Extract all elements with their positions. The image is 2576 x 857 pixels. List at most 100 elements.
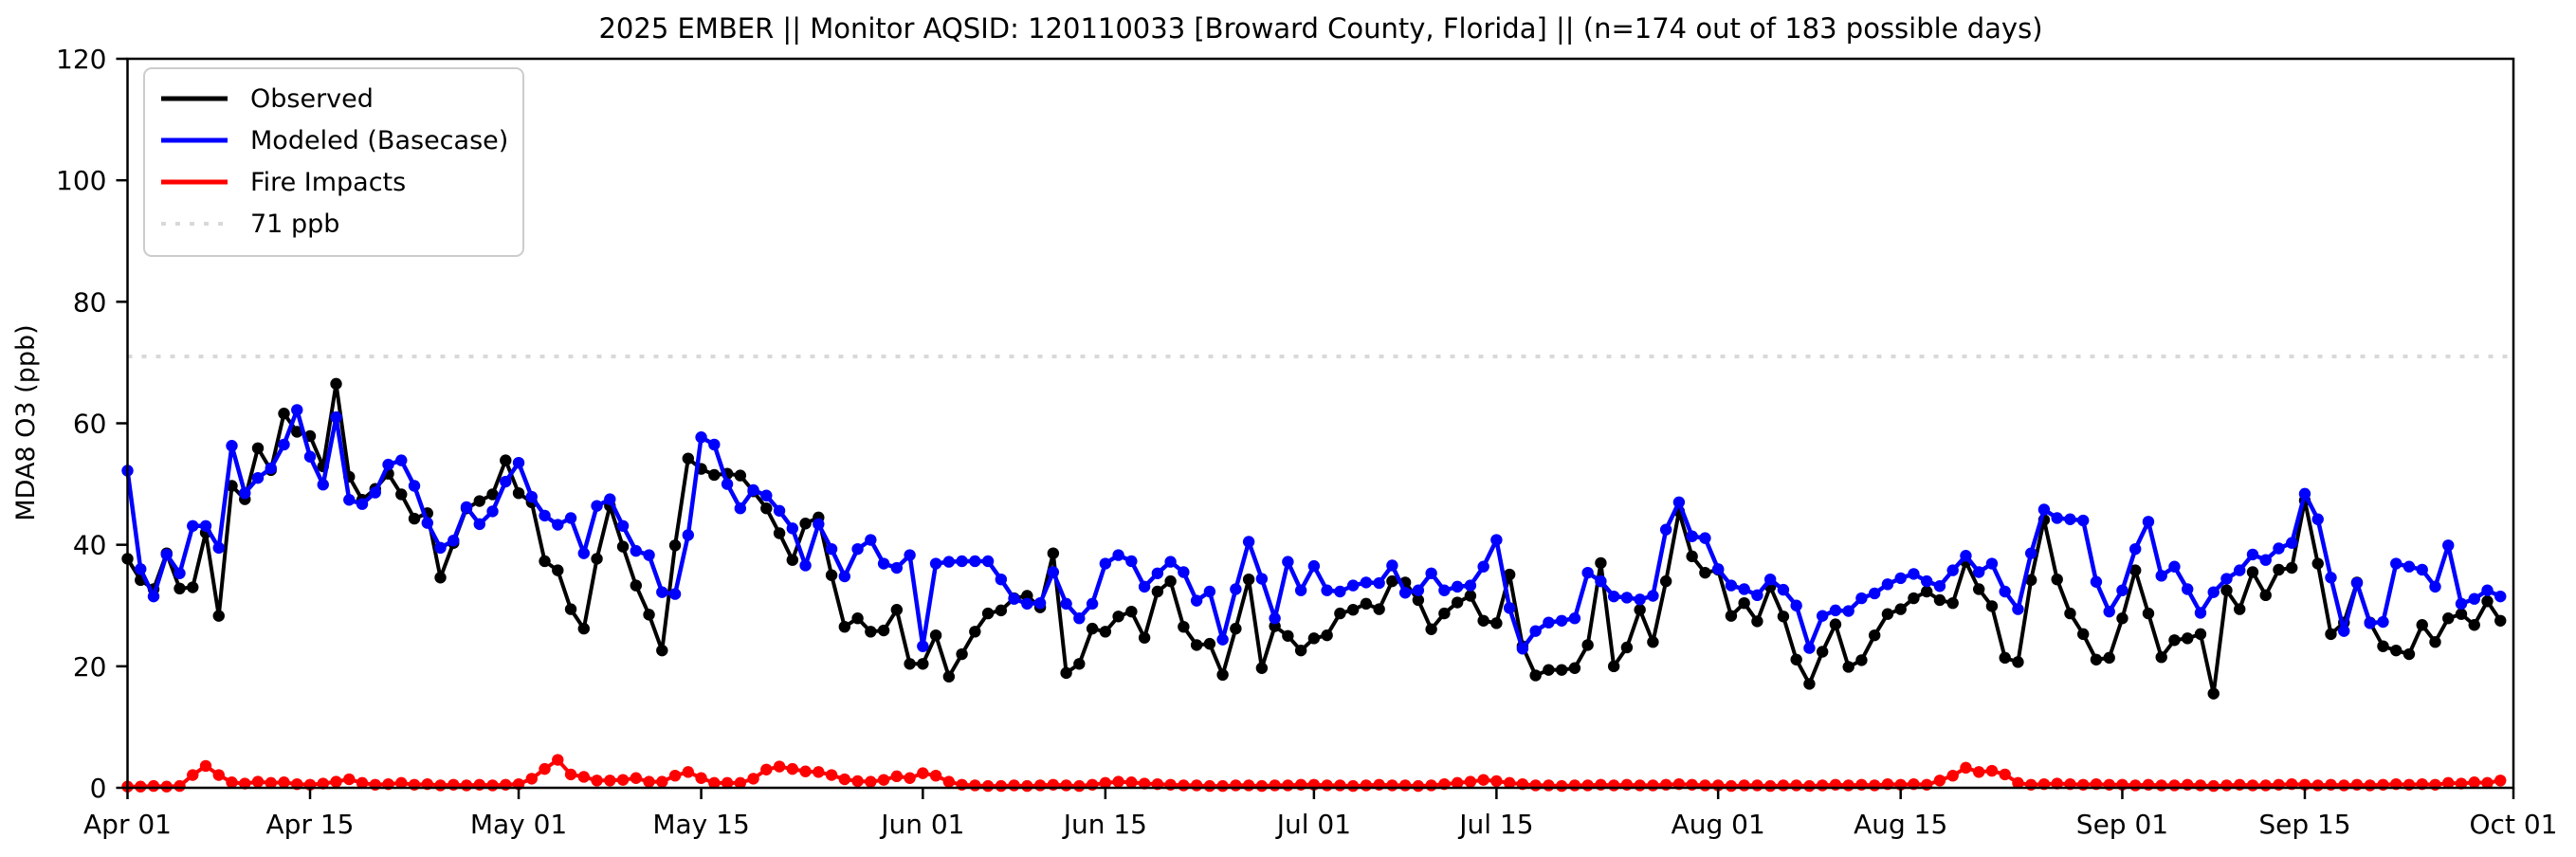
- data-point: [135, 563, 147, 575]
- x-tick-label: Sep 01: [2076, 809, 2168, 840]
- data-point: [564, 512, 577, 524]
- data-point: [2051, 573, 2063, 586]
- data-point: [995, 604, 1008, 617]
- data-point: [1099, 776, 1112, 790]
- data-point: [591, 500, 603, 512]
- data-point: [2364, 779, 2376, 792]
- data-point: [1738, 779, 1750, 792]
- data-point: [434, 572, 447, 584]
- data-point: [278, 408, 290, 420]
- data-point: [1790, 599, 1802, 611]
- data-point: [682, 766, 695, 778]
- data-point: [2220, 573, 2233, 585]
- data-point: [734, 469, 747, 482]
- data-point: [904, 772, 916, 784]
- data-point: [981, 779, 995, 793]
- data-point: [760, 489, 773, 501]
- data-point: [1060, 597, 1072, 611]
- data-point: [1543, 664, 1555, 676]
- data-point: [1972, 583, 1985, 595]
- data-point: [2182, 583, 2194, 595]
- data-point: [2246, 566, 2259, 578]
- data-point: [552, 564, 564, 576]
- data-point: [343, 773, 356, 786]
- data-point: [1659, 523, 1672, 536]
- data-point: [695, 431, 707, 444]
- data-point: [1464, 590, 1477, 602]
- data-point: [1581, 779, 1594, 792]
- data-point: [1607, 779, 1620, 792]
- data-point: [448, 534, 460, 547]
- data-point: [865, 775, 877, 788]
- data-point: [408, 512, 421, 525]
- data-point: [1803, 642, 1816, 654]
- data-point: [668, 769, 682, 782]
- data-point: [1595, 574, 1607, 588]
- data-point: [2481, 776, 2494, 790]
- data-point: [1451, 580, 1464, 593]
- data-point: [1855, 592, 1868, 605]
- data-point: [1920, 574, 1933, 588]
- data-point: [1920, 585, 1933, 598]
- data-point: [1125, 776, 1138, 789]
- data-point: [577, 771, 590, 783]
- data-point: [825, 569, 838, 581]
- data-point: [1543, 779, 1555, 792]
- data-point: [1255, 573, 1269, 585]
- data-point: [1490, 775, 1503, 788]
- data-point: [747, 483, 759, 497]
- data-point: [2442, 612, 2455, 625]
- data-point: [291, 404, 303, 416]
- data-point: [1203, 585, 1216, 598]
- data-point: [1699, 566, 1711, 579]
- data-point: [382, 458, 394, 471]
- data-point: [1908, 568, 1920, 580]
- data-point: [1386, 559, 1398, 572]
- x-tick-label: Apr 01: [83, 809, 172, 840]
- data-point: [460, 501, 473, 514]
- data-point: [786, 522, 799, 535]
- data-point: [330, 377, 342, 391]
- series-line: [125, 381, 2503, 696]
- data-point: [330, 775, 342, 788]
- data-point: [577, 547, 590, 559]
- data-point: [1803, 779, 1816, 793]
- data-point: [1216, 668, 1229, 682]
- data-point: [1425, 779, 1437, 792]
- data-point: [942, 556, 956, 568]
- data-point: [2377, 615, 2389, 629]
- x-tick-label: Jun 01: [879, 809, 964, 840]
- data-point: [135, 780, 147, 793]
- data-point: [877, 624, 890, 637]
- data-point: [1647, 590, 1659, 602]
- data-point: [668, 539, 682, 552]
- data-point: [1412, 584, 1425, 596]
- data-point: [2012, 776, 2024, 790]
- data-point: [226, 440, 238, 452]
- data-point: [1386, 779, 1398, 792]
- data-point: [1763, 779, 1777, 793]
- data-point: [2207, 687, 2220, 700]
- data-point: [212, 769, 225, 781]
- data-point: [1595, 556, 1607, 570]
- data-point: [825, 542, 838, 556]
- data-point: [2442, 776, 2455, 790]
- data-point: [552, 519, 564, 531]
- data-point: [2077, 514, 2090, 527]
- data-point: [1972, 766, 1985, 778]
- data-point: [773, 760, 786, 773]
- data-point: [1543, 616, 1555, 629]
- data-point: [643, 775, 655, 788]
- data-point: [1178, 566, 1190, 578]
- data-point: [799, 518, 812, 530]
- data-point: [734, 776, 747, 790]
- data-point: [1999, 651, 2011, 665]
- data-point: [1960, 550, 1972, 562]
- data-point: [643, 549, 655, 561]
- data-point: [1985, 600, 1999, 612]
- data-point: [1307, 559, 1321, 573]
- data-point: [1868, 629, 1881, 642]
- data-point: [2207, 779, 2220, 793]
- data-point: [2155, 570, 2167, 582]
- data-point: [1477, 774, 1489, 786]
